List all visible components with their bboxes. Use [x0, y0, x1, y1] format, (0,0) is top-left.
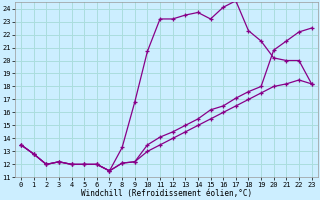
X-axis label: Windchill (Refroidissement éolien,°C): Windchill (Refroidissement éolien,°C) [81, 189, 252, 198]
